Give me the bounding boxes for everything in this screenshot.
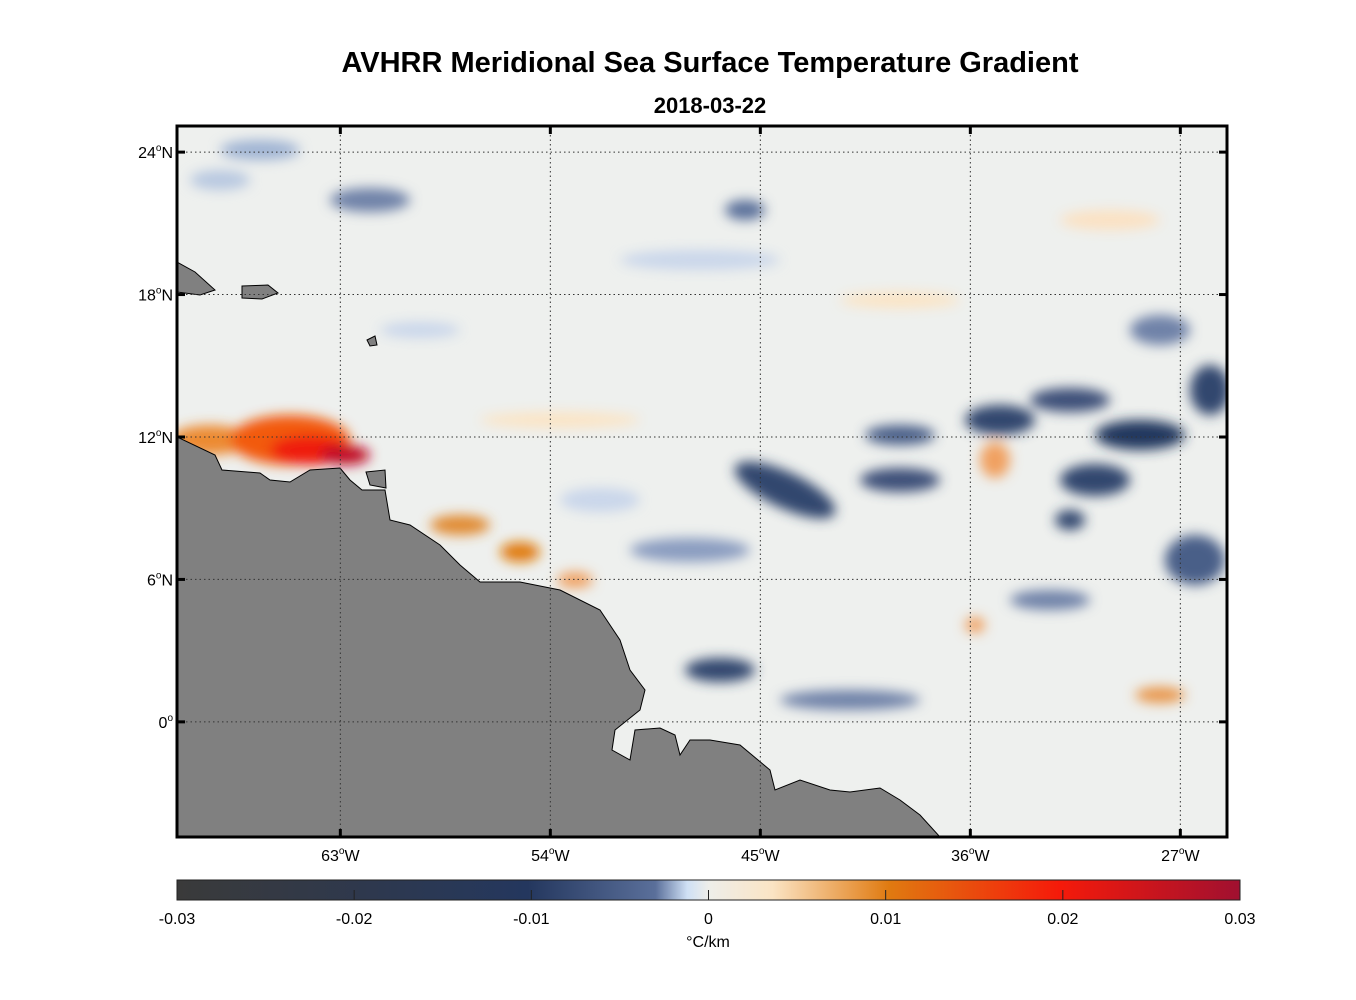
colorbar-ticks: -0.03 -0.02 -0.01 0 0.01 0.02 0.03 xyxy=(159,890,1256,928)
lon-tick-label: 63oW xyxy=(321,846,360,865)
lon-tick-label: 27oW xyxy=(1161,846,1200,865)
gradient-features xyxy=(177,140,1227,710)
lon-tick-label: 54oW xyxy=(531,846,570,865)
lon-tick-label: 45oW xyxy=(741,846,780,865)
sst-gradient-field xyxy=(177,126,1227,837)
chart-title: AVHRR Meridional Sea Surface Temperature… xyxy=(341,47,1079,79)
lat-tick-label: 24oN xyxy=(138,143,173,162)
colorbar-tick-label: -0.03 xyxy=(159,911,196,928)
land-island xyxy=(241,284,279,300)
land-island xyxy=(177,261,216,296)
land-island xyxy=(366,335,378,347)
map-frame xyxy=(175,124,1229,839)
colorbar-tick-label: -0.02 xyxy=(336,911,373,928)
lat-tick-label: 0o xyxy=(159,713,174,732)
lat-tick-label: 18oN xyxy=(138,286,173,305)
graticule xyxy=(177,126,1227,837)
chart-subtitle: 2018-03-22 xyxy=(653,93,767,118)
land-island xyxy=(365,469,387,489)
colorbar-tick-label: -0.01 xyxy=(513,911,550,928)
colorbar-tick-label: 0.01 xyxy=(870,911,901,928)
land-south-america xyxy=(177,436,941,837)
lat-tick-label: 6oN xyxy=(147,570,173,589)
colorbar-tick-label: 0.03 xyxy=(1224,911,1255,928)
colorbar-unit-label: °C/km xyxy=(686,934,730,951)
colorbar-tick-label: 0.02 xyxy=(1047,911,1078,928)
colorbar-tick-label: 0 xyxy=(704,911,713,928)
lon-tick-label: 36oW xyxy=(951,846,990,865)
axis-labels: 24oN 18oN 12oN 6oN 0o 63oW 54oW 45oW 36oW 27oW xyxy=(138,143,1200,865)
lat-tick-label: 12oN xyxy=(138,428,173,447)
